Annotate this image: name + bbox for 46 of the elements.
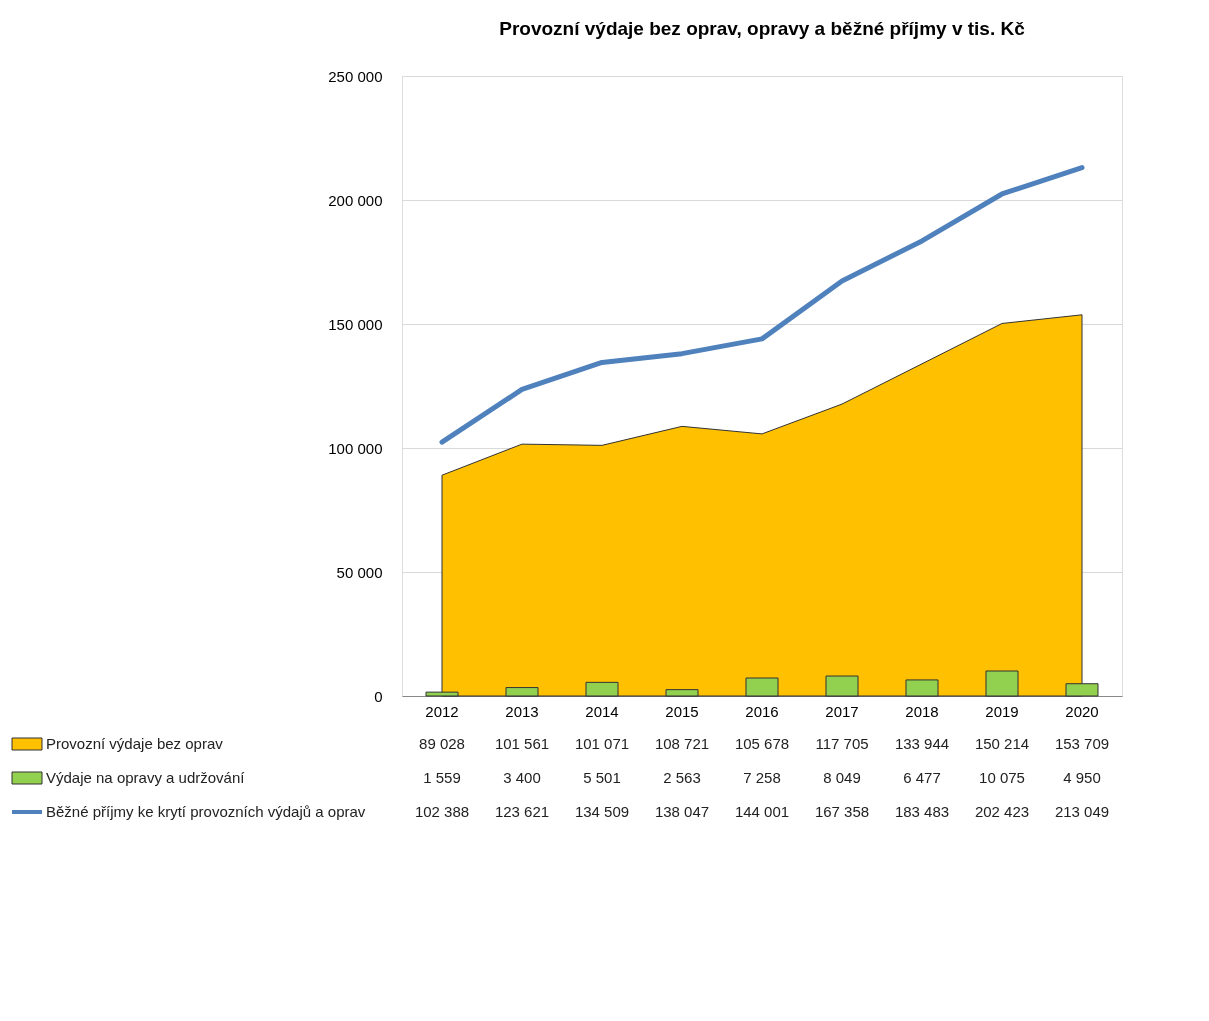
data-label: 202 423 [974, 803, 1030, 820]
data-label: 3 400 [503, 769, 541, 786]
y-tick-label: 0 [374, 687, 383, 705]
data-label: 150 214 [974, 735, 1030, 752]
data-label: 8 049 [823, 769, 861, 786]
data-label: 1 559 [423, 769, 461, 786]
legend-label: Provozní výdaje bez oprav [46, 735, 224, 752]
data-label: 167 358 [814, 803, 870, 820]
y-tick-label: 100 000 [328, 439, 383, 457]
data-label: 138 047 [654, 803, 710, 820]
data-label: 144 001 [734, 803, 790, 820]
x-tick-label: 2020 [1065, 702, 1099, 720]
data-label: 117 705 [815, 735, 869, 752]
data-label: 213 049 [1054, 803, 1110, 820]
data-label: 183 483 [894, 803, 950, 820]
data-label: 2 563 [663, 769, 701, 786]
data-label: 133 944 [894, 735, 950, 752]
data-label: 101 071 [574, 735, 630, 752]
chart-title: Provozní výdaje bez oprav, opravy a běžné příjmy v tis. Kč [499, 18, 1026, 39]
y-tick-label: 50 000 [336, 563, 383, 581]
y-tick-label: 200 000 [328, 191, 383, 209]
data-label: 105 678 [734, 735, 790, 752]
legend-label: Výdaje na opravy a udržování [46, 769, 246, 786]
x-tick-label: 2015 [665, 702, 699, 720]
data-label: 5 501 [583, 769, 621, 786]
data-label: 4 950 [1063, 769, 1101, 786]
x-tick-label: 2017 [825, 702, 859, 720]
data-label: 89 028 [419, 735, 465, 752]
x-tick-label: 2019 [985, 702, 1019, 720]
data-label: 134 509 [574, 803, 630, 820]
data-label: 6 477 [903, 769, 941, 786]
y-tick-label: 250 000 [328, 67, 383, 85]
data-label: 153 709 [1054, 735, 1110, 752]
x-tick-label: 2014 [585, 702, 619, 720]
x-tick-label: 2012 [425, 702, 459, 720]
x-tick-label: 2018 [905, 702, 939, 720]
data-label: 101 561 [494, 735, 550, 752]
x-tick-label: 2016 [745, 702, 779, 720]
data-label: 102 388 [414, 803, 470, 820]
data-label: 7 258 [743, 769, 781, 786]
x-tick-label: 2013 [505, 702, 539, 720]
legend-label: Běžné příjmy ke krytí provozních výdajů a oprav [46, 803, 366, 820]
y-tick-label: 150 000 [328, 315, 383, 333]
data-label: 10 075 [979, 769, 1025, 786]
data-label: 123 621 [494, 803, 550, 820]
data-label: 108 721 [654, 735, 710, 752]
